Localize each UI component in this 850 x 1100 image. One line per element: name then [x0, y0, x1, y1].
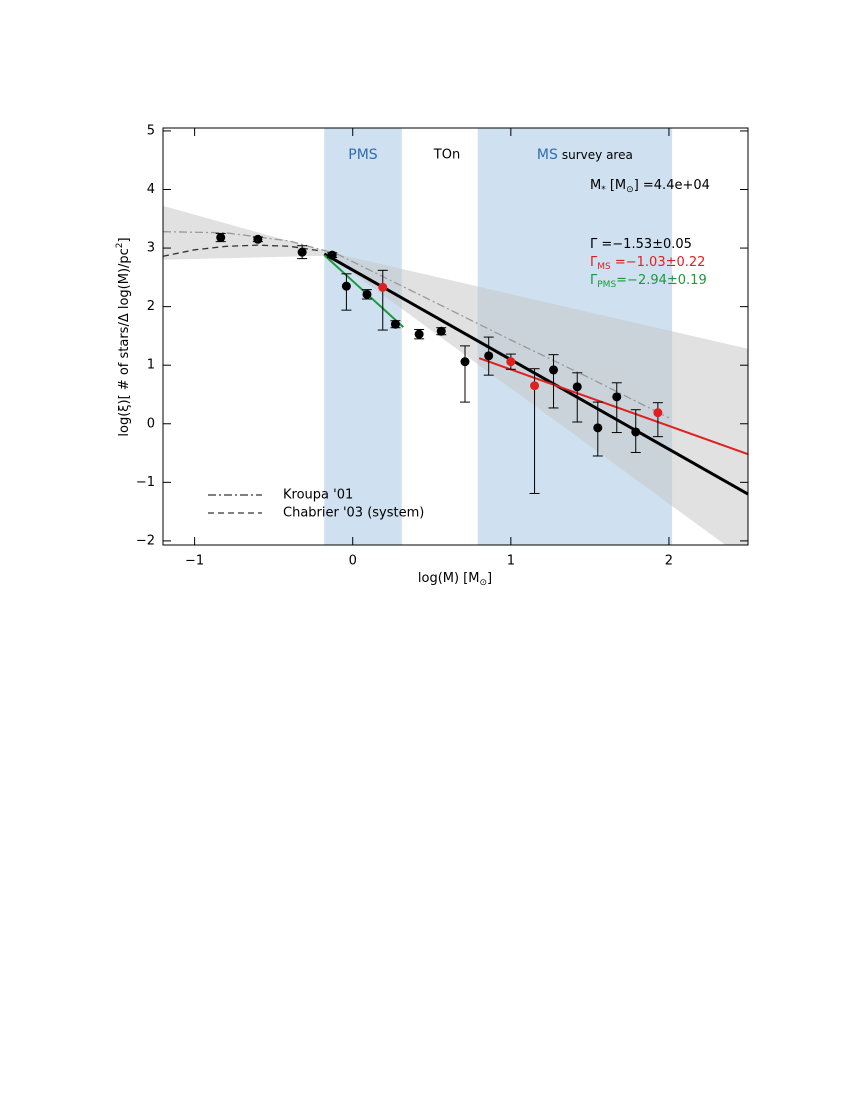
data-point: [341, 281, 351, 291]
fit-label: Γ =−1.53±0.05: [590, 237, 692, 252]
legend-label: Chabrier '03 (system): [283, 506, 424, 521]
data-point: [436, 326, 446, 336]
fit-line: [323, 252, 748, 496]
y-tick-label: −1: [136, 475, 155, 490]
mass-label: M* [M⊙] =4.4e+04: [590, 178, 710, 195]
fit-line: [323, 254, 404, 328]
region-name: PMS: [348, 147, 378, 163]
data-point: [390, 319, 400, 329]
region-name: MS: [537, 147, 558, 163]
x-label-part: log(M) [M: [418, 571, 480, 586]
data-point: [653, 408, 663, 418]
data-point: [414, 329, 424, 339]
fit-value: =−1.03±0.22: [611, 255, 706, 270]
fit-symbol: Γ: [590, 237, 598, 252]
x-tick-label: 2: [665, 554, 673, 569]
data-point: [593, 423, 603, 433]
x-axis-label: log(M) [M⊙]: [418, 571, 492, 588]
region-extra: survey area: [562, 148, 633, 162]
mass-sub: ⊙: [626, 185, 634, 195]
y-tick-label: −2: [136, 533, 155, 548]
fit-label: ΓPMS=−2.94±0.19: [590, 273, 707, 290]
y-tick-label: 1: [147, 358, 155, 373]
model-line: [163, 244, 322, 257]
region-label: MS survey area: [537, 147, 633, 163]
turnon-label: TOn: [433, 148, 460, 163]
data-point: [484, 351, 494, 361]
mass-part: [M: [606, 178, 626, 193]
data-point: [612, 392, 622, 402]
overlay: Kroupa '01 Chabrier '03 (system) Γ =−1.53±…: [115, 123, 748, 588]
x-tick-label: −1: [185, 554, 204, 569]
mass-part: ] =4.4e+04: [634, 178, 710, 193]
plot-area: [163, 128, 748, 545]
data-point: [572, 382, 582, 392]
data-point: [327, 250, 337, 260]
y-tick-label: 3: [147, 241, 155, 256]
mass-part: M: [590, 178, 601, 193]
mass-sub: *: [601, 185, 606, 195]
region: [324, 128, 402, 545]
fit-value: =−1.53±0.05: [597, 237, 692, 252]
y-tick-label: 0: [147, 416, 155, 431]
model-line: [163, 231, 670, 419]
data-point: [530, 381, 540, 391]
fit-symbol: Γ: [590, 273, 598, 288]
x-tick-label: 0: [349, 554, 357, 569]
legend-label: Kroupa '01: [283, 488, 353, 503]
y-tick-label: 5: [147, 123, 155, 138]
x-label-part: ]: [487, 571, 492, 586]
y-label-part: log(ξ)[ # of stars/Δ log(M)/pc: [117, 248, 132, 436]
y-label-part: ]: [117, 237, 132, 242]
fit-symbol: Γ: [590, 255, 598, 270]
fit-subscript: PMS: [597, 280, 616, 290]
data-point: [460, 357, 470, 367]
region-label: PMS: [348, 147, 378, 163]
y-tick-label: 4: [147, 182, 155, 197]
data-point: [216, 233, 226, 243]
data-point: [362, 289, 372, 299]
data-point: [506, 357, 516, 367]
y-axis-label: log(ξ)[ # of stars/Δ log(M)/pc2]: [115, 237, 132, 436]
data-point: [378, 282, 388, 292]
x-tick-label: 1: [507, 554, 515, 569]
fit-label: ΓMS =−1.03±0.22: [590, 255, 705, 272]
y-label-sup: 2: [115, 242, 125, 248]
data-point: [297, 247, 307, 257]
fit-subscript: MS: [597, 262, 611, 272]
data-point: [549, 365, 559, 375]
x-label-sub: ⊙: [479, 578, 487, 588]
fit-line: [478, 357, 748, 456]
y-tick-label: 2: [147, 299, 155, 314]
fit-value: =−2.94±0.19: [616, 273, 707, 288]
data-point: [631, 427, 641, 437]
data-point: [253, 234, 263, 244]
frame: [162, 127, 749, 546]
